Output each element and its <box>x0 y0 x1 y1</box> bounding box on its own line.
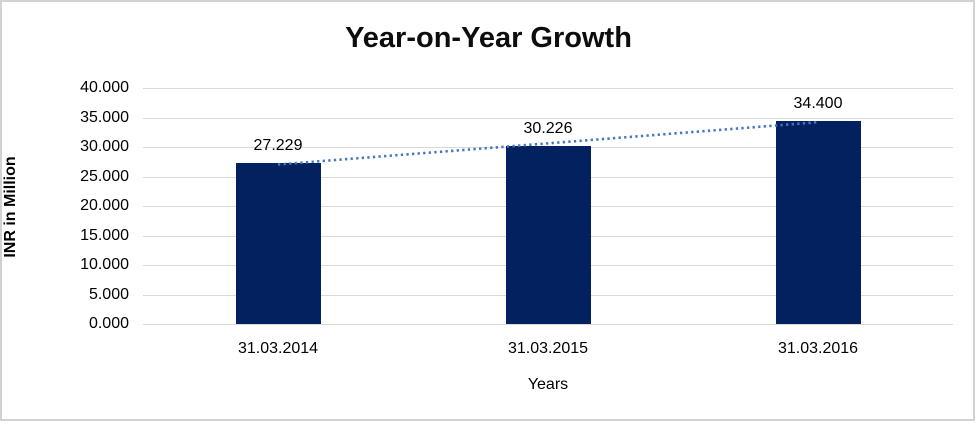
y-axis-tick-label: 35.000 <box>80 108 129 126</box>
chart-title: Year-on-Year Growth <box>345 22 632 54</box>
y-axis-tick-label: 30.000 <box>80 138 129 155</box>
y-axis-tick-label: 40.000 <box>80 79 129 96</box>
bar-31.03.2015 <box>505 145 591 324</box>
linear-trendline <box>277 120 819 166</box>
gridline <box>143 117 953 119</box>
y-axis-tick-label: 0.000 <box>88 315 129 332</box>
x-axis-title: Years <box>527 376 569 393</box>
x-axis-tick-label: 31.03.2014 <box>237 340 319 357</box>
bar-data-label: 30.226 <box>523 119 573 137</box>
y-axis-tick-label: 25.000 <box>80 167 129 185</box>
bar-data-label: 34.400 <box>793 95 843 113</box>
y-axis-title: INR in Million <box>2 156 19 258</box>
x-axis-tick-label: 31.03.2016 <box>777 340 859 357</box>
bar-data-label: 27.229 <box>253 137 303 155</box>
bar-31.03.2014 <box>235 163 321 324</box>
gridline <box>143 88 953 89</box>
x-axis-tick-label: 31.03.2015 <box>507 340 589 357</box>
trendline-layer <box>277 120 819 166</box>
gridline <box>143 324 953 325</box>
bar-31.03.2016 <box>775 121 861 324</box>
plot-area <box>143 88 953 325</box>
y-axis-tick-label: 15.000 <box>80 226 129 244</box>
y-axis-tick-label: 5.000 <box>88 285 129 303</box>
y-axis-tick-label: 10.000 <box>80 256 129 273</box>
y-axis-tick-label: 20.000 <box>80 197 129 214</box>
